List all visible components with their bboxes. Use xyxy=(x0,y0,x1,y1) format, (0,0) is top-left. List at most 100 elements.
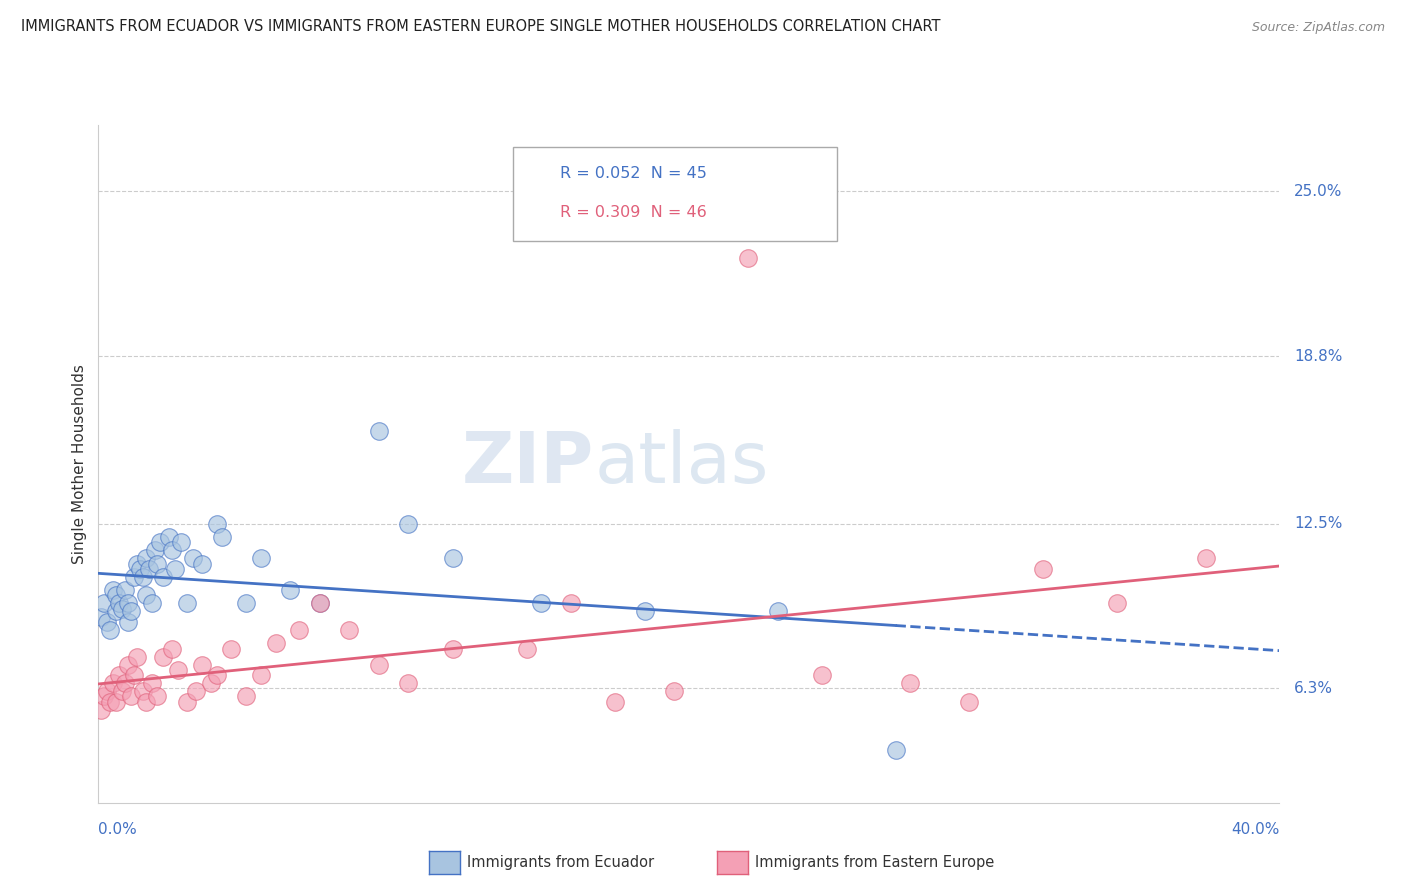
Point xyxy=(143,543,166,558)
Point xyxy=(560,596,582,610)
Point xyxy=(664,684,686,698)
Point xyxy=(117,615,139,629)
Point xyxy=(114,676,136,690)
Point xyxy=(141,596,163,610)
Text: 18.8%: 18.8% xyxy=(1294,349,1343,364)
Text: 0.0%: 0.0% xyxy=(98,822,138,837)
Point xyxy=(1032,562,1054,576)
Point xyxy=(132,684,155,698)
Point xyxy=(120,690,142,704)
Point xyxy=(149,535,172,549)
Point xyxy=(111,601,134,615)
Point xyxy=(103,676,125,690)
Point xyxy=(211,530,233,544)
Text: Immigrants from Eastern Europe: Immigrants from Eastern Europe xyxy=(755,855,994,870)
Point xyxy=(181,551,204,566)
Point xyxy=(122,570,145,584)
Point xyxy=(633,604,655,618)
Point xyxy=(108,668,131,682)
Point xyxy=(605,695,627,709)
Point xyxy=(135,589,157,603)
Point xyxy=(235,690,257,704)
Point xyxy=(105,604,128,618)
Point xyxy=(191,657,214,672)
Point xyxy=(90,703,112,717)
Point xyxy=(128,562,150,576)
Point xyxy=(152,649,174,664)
Text: Source: ZipAtlas.com: Source: ZipAtlas.com xyxy=(1251,21,1385,34)
Point xyxy=(117,657,139,672)
Text: IMMIGRANTS FROM ECUADOR VS IMMIGRANTS FROM EASTERN EUROPE SINGLE MOTHER HOUSEHOL: IMMIGRANTS FROM ECUADOR VS IMMIGRANTS FR… xyxy=(21,20,941,34)
Point xyxy=(884,742,907,756)
Point xyxy=(152,570,174,584)
Point xyxy=(530,596,553,610)
Point xyxy=(368,424,391,438)
Point xyxy=(309,596,332,610)
Point xyxy=(108,596,131,610)
Point xyxy=(138,562,160,576)
Text: R = 0.309  N = 46: R = 0.309 N = 46 xyxy=(560,205,706,219)
Point xyxy=(235,596,257,610)
Point xyxy=(219,641,242,656)
Point xyxy=(162,543,183,558)
Point xyxy=(200,676,222,690)
Point xyxy=(141,676,163,690)
Point xyxy=(250,551,273,566)
Point xyxy=(170,535,193,549)
Point xyxy=(157,530,180,544)
Point xyxy=(737,251,759,265)
Point xyxy=(98,623,121,637)
Point xyxy=(396,516,419,531)
Point xyxy=(167,663,190,677)
Point xyxy=(264,636,287,650)
Point xyxy=(176,695,198,709)
Point xyxy=(337,623,360,637)
Point xyxy=(515,641,537,656)
Point xyxy=(205,668,228,682)
Point xyxy=(117,596,139,610)
Point xyxy=(959,695,981,709)
Point xyxy=(125,557,148,571)
Point xyxy=(135,551,157,566)
Point xyxy=(146,690,169,704)
Point xyxy=(176,596,198,610)
Point xyxy=(184,684,207,698)
Point xyxy=(93,690,115,704)
Y-axis label: Single Mother Households: Single Mother Households xyxy=(72,364,87,564)
Point xyxy=(288,623,311,637)
Point xyxy=(766,604,789,618)
Point xyxy=(111,684,134,698)
Text: 40.0%: 40.0% xyxy=(1232,822,1279,837)
Point xyxy=(93,596,115,610)
Text: R = 0.052  N = 45: R = 0.052 N = 45 xyxy=(560,167,706,181)
Point xyxy=(309,596,332,610)
Text: Immigrants from Ecuador: Immigrants from Ecuador xyxy=(467,855,654,870)
Point xyxy=(98,695,121,709)
Point xyxy=(441,551,464,566)
Point xyxy=(441,641,464,656)
Point xyxy=(96,615,118,629)
Point xyxy=(90,609,112,624)
Point xyxy=(135,695,157,709)
Point xyxy=(132,570,155,584)
Point xyxy=(162,641,183,656)
Text: 12.5%: 12.5% xyxy=(1294,516,1343,531)
Text: 6.3%: 6.3% xyxy=(1294,681,1333,696)
Point xyxy=(103,583,125,598)
Point xyxy=(900,676,922,690)
Point xyxy=(810,668,832,682)
Point xyxy=(114,583,136,598)
Text: ZIP: ZIP xyxy=(463,429,595,499)
Point xyxy=(191,557,214,571)
Point xyxy=(368,657,391,672)
Point xyxy=(105,589,128,603)
Point xyxy=(1195,551,1218,566)
Point xyxy=(165,562,187,576)
Point xyxy=(146,557,169,571)
Point xyxy=(205,516,228,531)
Point xyxy=(122,668,145,682)
Text: atlas: atlas xyxy=(595,429,769,499)
Point xyxy=(250,668,273,682)
Point xyxy=(1105,596,1128,610)
Point xyxy=(125,649,148,664)
